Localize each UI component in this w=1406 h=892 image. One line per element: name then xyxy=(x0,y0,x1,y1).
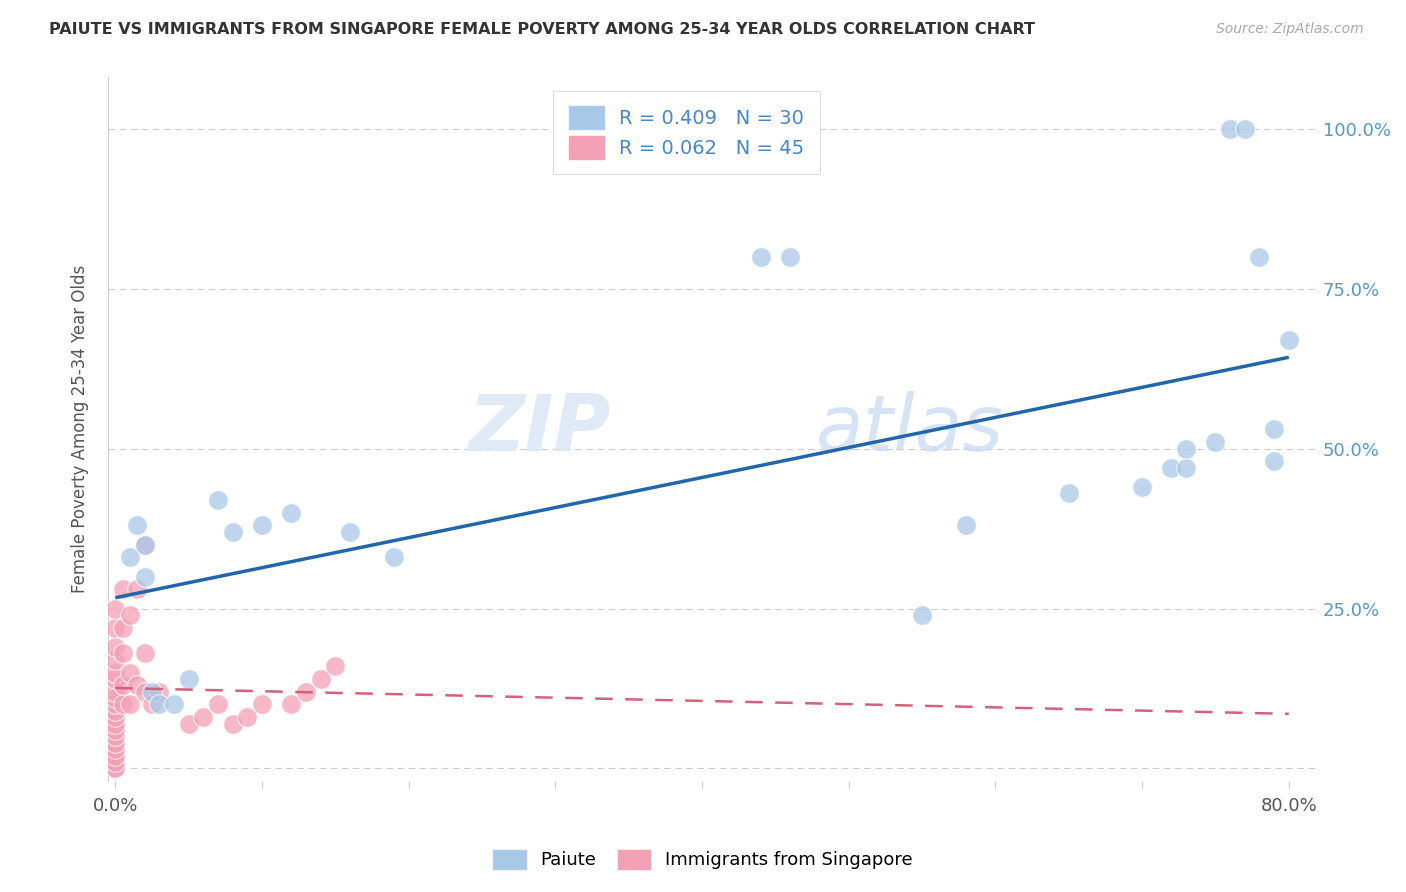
Text: PAIUTE VS IMMIGRANTS FROM SINGAPORE FEMALE POVERTY AMONG 25-34 YEAR OLDS CORRELA: PAIUTE VS IMMIGRANTS FROM SINGAPORE FEMA… xyxy=(49,22,1035,37)
Point xyxy=(955,518,977,533)
Point xyxy=(1233,121,1256,136)
Point xyxy=(127,518,149,533)
Point xyxy=(104,710,127,724)
Point xyxy=(104,672,127,686)
Point xyxy=(104,748,127,763)
Point xyxy=(111,621,134,635)
Point xyxy=(104,698,127,712)
Point xyxy=(104,601,127,615)
Point xyxy=(250,698,273,712)
Point xyxy=(250,518,273,533)
Point xyxy=(1160,460,1182,475)
Point xyxy=(104,704,127,718)
Point xyxy=(1057,486,1080,500)
Point xyxy=(221,716,243,731)
Point xyxy=(141,684,163,698)
Point xyxy=(325,659,347,673)
Point xyxy=(1278,333,1301,347)
Point xyxy=(104,730,127,744)
Point xyxy=(1175,460,1198,475)
Point xyxy=(1219,121,1241,136)
Point xyxy=(111,678,134,692)
Point xyxy=(104,755,127,769)
Point xyxy=(207,492,229,507)
Point xyxy=(1130,480,1153,494)
Point xyxy=(193,710,215,724)
Point xyxy=(118,698,141,712)
Point xyxy=(1204,435,1226,450)
Y-axis label: Female Poverty Among 25-34 Year Olds: Female Poverty Among 25-34 Year Olds xyxy=(72,265,89,593)
Point xyxy=(280,506,302,520)
Point xyxy=(104,665,127,680)
Point xyxy=(127,678,149,692)
Point xyxy=(148,684,170,698)
Point xyxy=(382,550,405,565)
Point xyxy=(111,582,134,597)
Point xyxy=(1263,422,1285,436)
Point xyxy=(118,607,141,622)
Text: ZIP: ZIP xyxy=(468,392,610,467)
Point xyxy=(104,736,127,750)
Point xyxy=(134,537,156,551)
Point xyxy=(749,250,772,264)
Point xyxy=(111,698,134,712)
Point xyxy=(221,524,243,539)
Point xyxy=(104,691,127,706)
Point xyxy=(236,710,259,724)
Point xyxy=(127,582,149,597)
Point xyxy=(177,716,200,731)
Point xyxy=(177,672,200,686)
Point xyxy=(309,672,332,686)
Point xyxy=(104,640,127,654)
Point xyxy=(207,698,229,712)
Point xyxy=(1249,250,1271,264)
Point xyxy=(779,250,801,264)
Legend: R = 0.409   N = 30, R = 0.062   N = 45: R = 0.409 N = 30, R = 0.062 N = 45 xyxy=(554,91,820,175)
Point xyxy=(134,646,156,660)
Point xyxy=(1263,454,1285,468)
Point xyxy=(134,569,156,583)
Point xyxy=(280,698,302,712)
Point xyxy=(118,665,141,680)
Point xyxy=(295,684,318,698)
Point xyxy=(911,607,934,622)
Point xyxy=(111,646,134,660)
Point xyxy=(134,537,156,551)
Legend: Paiute, Immigrants from Singapore: Paiute, Immigrants from Singapore xyxy=(485,841,921,879)
Point xyxy=(104,723,127,737)
Point xyxy=(104,742,127,756)
Point xyxy=(104,653,127,667)
Text: atlas: atlas xyxy=(815,392,1004,467)
Point xyxy=(104,762,127,776)
Point xyxy=(339,524,361,539)
Point xyxy=(163,698,186,712)
Point xyxy=(141,698,163,712)
Point xyxy=(104,762,127,776)
Point xyxy=(104,684,127,698)
Point xyxy=(118,550,141,565)
Point xyxy=(134,684,156,698)
Point xyxy=(104,716,127,731)
Point xyxy=(104,621,127,635)
Text: Source: ZipAtlas.com: Source: ZipAtlas.com xyxy=(1216,22,1364,37)
Point xyxy=(1175,442,1198,456)
Point xyxy=(148,698,170,712)
